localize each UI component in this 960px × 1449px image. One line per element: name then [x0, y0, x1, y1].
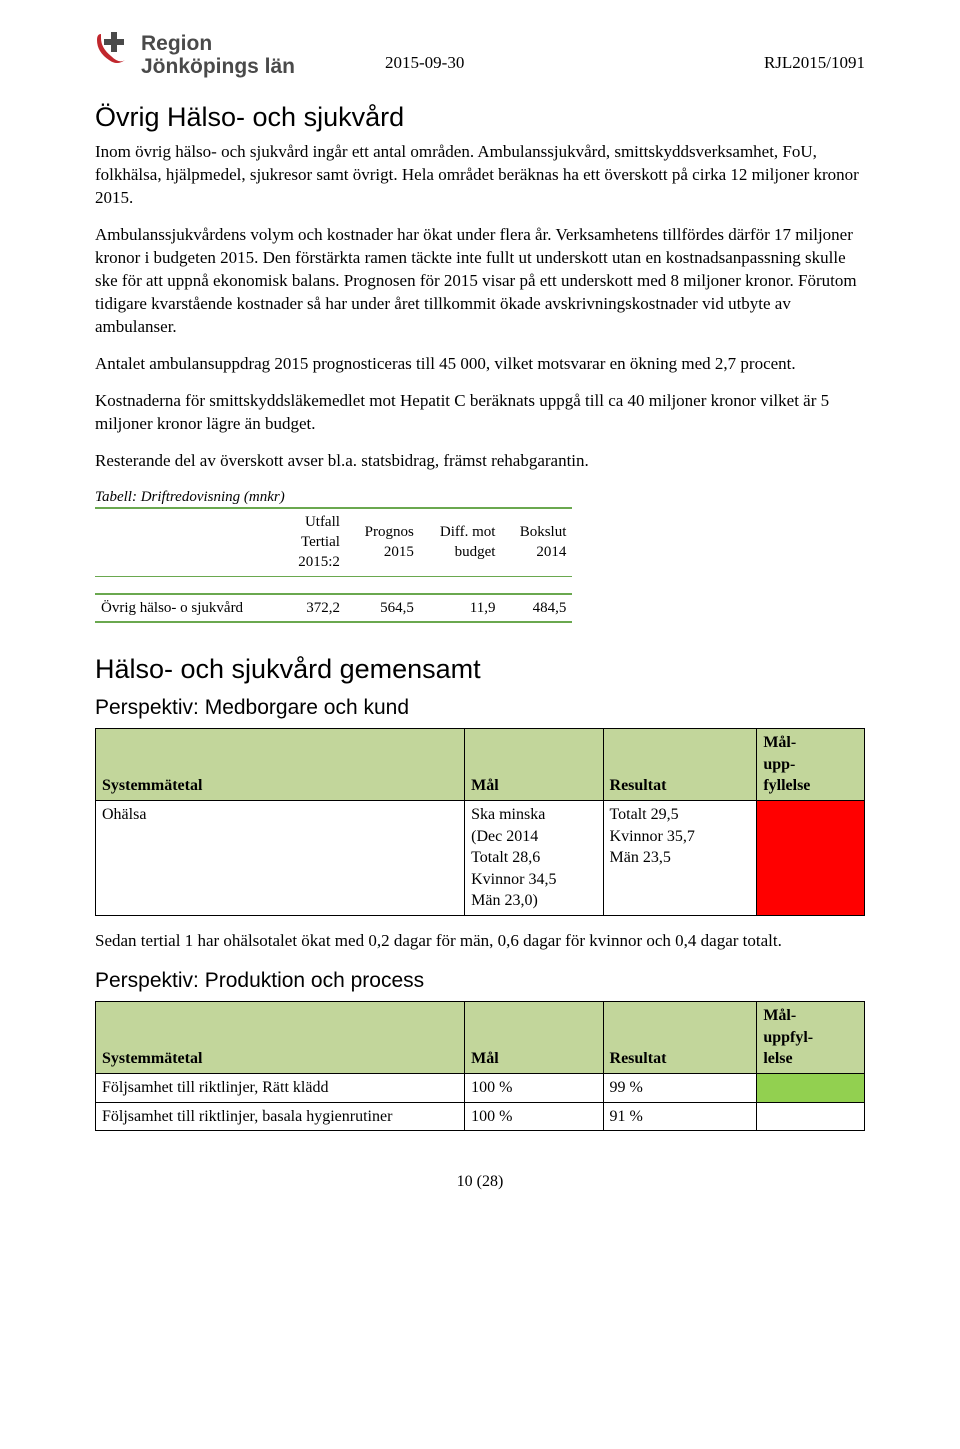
m1-h1: Systemmätetal	[96, 729, 465, 801]
section1-p5: Resterande del av överskott avser bl.a. …	[95, 450, 865, 473]
metrics2-row1: Följsamhet till riktlinjer, Rätt klädd 1…	[96, 1073, 865, 1102]
drift-utfall: 372,2	[281, 594, 346, 622]
section1-p1: Inom övrig hälso- och sjukvård ingår ett…	[95, 141, 865, 210]
m2-h2: Mål	[465, 1002, 603, 1074]
m1-h3: Resultat	[603, 729, 757, 801]
metrics-table-2: Systemmätetal Mål Resultat Mål- uppfyl- …	[95, 1001, 865, 1131]
org-line2: Jönköpings län	[141, 55, 295, 78]
doc-date: 2015-09-30	[385, 52, 464, 75]
drift-h-prognos: Prognos 2015	[346, 508, 420, 576]
doc-ref: RJL2015/1091	[764, 52, 865, 75]
drift-h-utfall: Utfall Tertial 2015:2	[281, 508, 346, 576]
drift-bokslut: 484,5	[501, 594, 572, 622]
drift-h-bokslut: Bokslut 2014	[501, 508, 572, 576]
metrics1-row1: Ohälsa Ska minska (Dec 2014 Totalt 28,6 …	[96, 800, 865, 915]
metrics-table-1: Systemmätetal Mål Resultat Mål- upp- fyl…	[95, 728, 865, 916]
m1-h2: Mål	[465, 729, 603, 801]
page-header: Region Jönköpings län 2015-09-30 RJL2015…	[95, 30, 865, 81]
metrics1-header: Systemmätetal Mål Resultat Mål- upp- fyl…	[96, 729, 865, 801]
section1-p2: Ambulanssjukvårdens volym och kostnader …	[95, 224, 865, 339]
drift-row: Övrig hälso- o sjukvård 372,2 564,5 11,9…	[95, 594, 572, 622]
drift-label: Övrig hälso- o sjukvård	[95, 594, 281, 622]
m2-h4: Mål- uppfyl- lelse	[757, 1002, 865, 1074]
header-meta: 2015-09-30 RJL2015/1091	[295, 30, 865, 75]
drift-diff: 11,9	[420, 594, 502, 622]
m2r1-status	[757, 1073, 865, 1102]
section1-p3: Antalet ambulansuppdrag 2015 prognostice…	[95, 353, 865, 376]
section1-p4: Kostnaderna för smittskyddsläkemedlet mo…	[95, 390, 865, 436]
m2-h3: Resultat	[603, 1002, 757, 1074]
org-name: Region Jönköpings län	[141, 32, 295, 78]
m2r2-result: 91 %	[603, 1102, 757, 1131]
m2r1-result: 99 %	[603, 1073, 757, 1102]
section1-title: Övrig Hälso- och sjukvård	[95, 99, 865, 135]
drift-h-blank	[95, 508, 281, 576]
m1r1-goal: Ska minska (Dec 2014 Totalt 28,6 Kvinnor…	[465, 800, 603, 915]
perspective1: Perspektiv: Medborgare och kund	[95, 694, 865, 722]
page-number: 10 (28)	[95, 1171, 865, 1193]
metrics2-row2: Följsamhet till riktlinjer, basala hygie…	[96, 1102, 865, 1131]
m2r2-metric: Följsamhet till riktlinjer, basala hygie…	[96, 1102, 465, 1131]
drift-header-row: Utfall Tertial 2015:2 Prognos 2015 Diff.…	[95, 508, 572, 576]
m1r1-result: Totalt 29,5 Kvinnor 35,7 Män 23,5	[603, 800, 757, 915]
m1-h4: Mål- upp- fyllelse	[757, 729, 865, 801]
section2-p1: Sedan tertial 1 har ohälsotalet ökat med…	[95, 930, 865, 953]
drift-prognos: 564,5	[346, 594, 420, 622]
drift-h-diff: Diff. mot budget	[420, 508, 502, 576]
m2r1-goal: 100 %	[465, 1073, 603, 1102]
m2r2-status	[757, 1102, 865, 1131]
m1r1-status	[757, 800, 865, 915]
drift-table: Utfall Tertial 2015:2 Prognos 2015 Diff.…	[95, 507, 572, 624]
logo-block: Region Jönköpings län	[95, 30, 295, 81]
m2r1-metric: Följsamhet till riktlinjer, Rätt klädd	[96, 1073, 465, 1102]
logo-icon	[95, 30, 133, 81]
m2r2-goal: 100 %	[465, 1102, 603, 1131]
m1r1-metric: Ohälsa	[96, 800, 465, 915]
metrics2-header: Systemmätetal Mål Resultat Mål- uppfyl- …	[96, 1002, 865, 1074]
section2-title: Hälso- och sjukvård gemensamt	[95, 651, 865, 687]
org-line1: Region	[141, 32, 295, 55]
drift-caption: Tabell: Driftredovisning (mnkr)	[95, 487, 865, 507]
m2-h1: Systemmätetal	[96, 1002, 465, 1074]
perspective2: Perspektiv: Produktion och process	[95, 967, 865, 995]
